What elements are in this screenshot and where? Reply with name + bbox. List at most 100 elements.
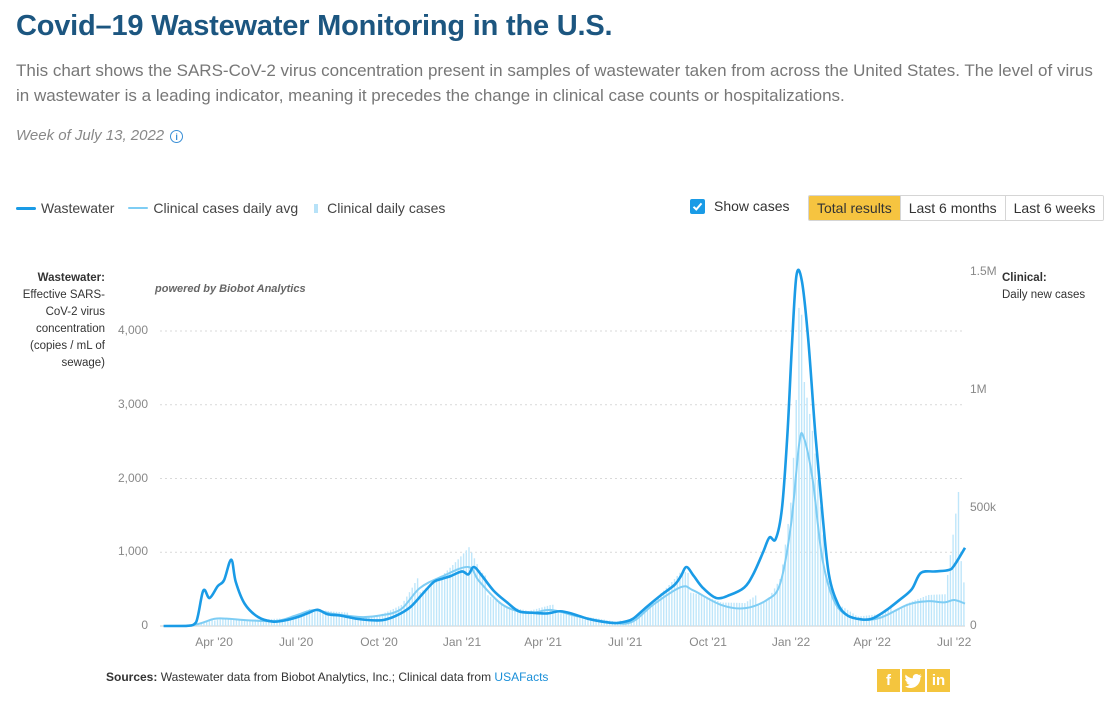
clinical-daily-bar <box>703 596 705 626</box>
clinical-daily-bar <box>873 614 876 626</box>
y-left-tick-label: 2,000 <box>117 470 148 485</box>
clinical-daily-bar <box>473 558 476 626</box>
clinical-daily-bar <box>506 606 508 626</box>
clinical-daily-bar <box>725 602 727 626</box>
clinical-daily-bar <box>800 314 803 626</box>
sources-label: Sources: <box>106 670 158 684</box>
legend-item-wastewater[interactable]: Wastewater <box>16 200 114 216</box>
clinical-daily-bar <box>676 575 678 626</box>
clinical-daily-bar <box>692 593 695 626</box>
clinical-daily-bar <box>730 602 733 626</box>
show-cases-checkbox[interactable] <box>690 198 705 214</box>
clinical-daily-bar <box>292 616 294 626</box>
clinical-daily-bar <box>652 601 654 626</box>
clinical-daily-bar <box>679 572 681 626</box>
clinical-daily-bar <box>803 382 806 626</box>
clinical-daily-bar <box>668 584 670 626</box>
clinical-daily-bar <box>955 513 957 626</box>
clinical-daily-bar <box>722 602 724 626</box>
clinical-daily-bar <box>230 619 232 626</box>
total-results-button[interactable]: Total results <box>809 196 900 220</box>
clinical-daily-bar <box>855 615 857 626</box>
clinical-daily-bar <box>760 603 762 626</box>
left-axis-heading: Wastewater: <box>37 272 105 284</box>
clinical-daily-bar <box>846 609 849 626</box>
clinical-daily-bar <box>690 592 692 626</box>
twitter-icon[interactable] <box>902 669 925 692</box>
clinical-daily-bar <box>557 612 559 626</box>
clinical-daily-bar <box>427 586 430 626</box>
clinical-daily-bar <box>798 307 800 626</box>
clinical-daily-bar <box>787 523 789 626</box>
clinical-daily-bar <box>481 572 484 626</box>
clinical-daily-bar <box>595 618 597 626</box>
last-6-weeks-button[interactable]: Last 6 weeks <box>1004 196 1104 220</box>
clinical-daily-bar <box>773 588 776 626</box>
clinical-daily-bar <box>414 583 416 626</box>
clinical-daily-bar <box>254 619 257 626</box>
legend-item-clinical-daily[interactable]: Clinical daily cases <box>312 200 445 216</box>
linkedin-icon[interactable]: in <box>927 669 950 692</box>
x-tick-label: Oct '21 <box>689 635 727 649</box>
clinical-daily-bar <box>425 588 427 626</box>
clinical-daily-bar <box>946 574 949 626</box>
clinical-daily-bar <box>514 607 516 626</box>
clinical-daily-bar <box>649 604 651 626</box>
x-tick-label: Jul '21 <box>607 635 643 649</box>
clinical-daily-bar <box>579 616 581 626</box>
clinical-daily-bar <box>495 600 497 626</box>
clinical-daily-bar <box>671 582 673 626</box>
clinical-daily-bar <box>503 606 505 626</box>
clinical-daily-bar <box>435 580 438 626</box>
show-cases-toggle[interactable]: Show cases <box>690 198 789 214</box>
y-right-tick-label: 1.5M <box>970 264 997 278</box>
clinical-daily-bar <box>654 598 657 626</box>
clinical-daily-bar <box>397 606 400 626</box>
clinical-daily-bar <box>665 587 668 626</box>
clinical-daily-bar <box>584 616 586 626</box>
x-tick-label: Jul '20 <box>278 635 314 649</box>
twitter-bird-shape <box>905 673 922 688</box>
checkmark-icon <box>692 202 703 211</box>
clinical-daily-bar <box>300 613 303 626</box>
clinical-daily-bar <box>714 599 716 626</box>
clinical-daily-bar <box>544 606 546 626</box>
clinical-daily-bar <box>763 602 765 626</box>
clinical-daily-bar <box>224 619 227 626</box>
clinical-daily-bar <box>419 592 422 626</box>
clinical-daily-bar <box>554 612 557 626</box>
last-6-months-button[interactable]: Last 6 months <box>899 196 1005 220</box>
clinical-daily-bar <box>592 617 595 626</box>
usafacts-link[interactable]: USAFacts <box>494 670 549 684</box>
clinical-daily-bar <box>457 559 459 626</box>
clinical-daily-bar <box>205 620 208 626</box>
clinical-daily-bar <box>746 601 749 626</box>
clinical-daily-bar <box>476 564 478 626</box>
facebook-icon[interactable]: f <box>877 669 900 692</box>
clinical-daily-bar <box>844 608 846 626</box>
legend-label-clinical-avg: Clinical cases daily avg <box>153 200 299 216</box>
clinical-daily-bar <box>768 597 770 626</box>
clinical-daily-bar <box>400 604 403 626</box>
clinical-daily-bar <box>587 617 589 626</box>
clinical-daily-bar <box>752 597 754 626</box>
clinical-daily-bar <box>892 612 895 626</box>
clinical-daily-bar <box>211 618 213 626</box>
clinical-daily-bar <box>857 616 860 626</box>
clinical-daily-bar <box>257 619 259 626</box>
clinical-daily-bar <box>765 600 768 626</box>
clinical-daily-bar <box>571 614 573 626</box>
clinical-daily-bar <box>238 619 240 626</box>
clinical-daily-bar <box>333 611 335 626</box>
info-icon[interactable]: i <box>170 130 184 143</box>
clinical-daily-bar <box>562 613 565 626</box>
clinical-daily-bar <box>925 595 927 626</box>
clinical-daily-bar <box>581 616 584 626</box>
clinical-daily-bar <box>492 598 495 626</box>
clinical-daily-bar <box>568 614 570 626</box>
clinical-daily-bar <box>511 607 513 626</box>
clinical-daily-bar <box>330 611 332 626</box>
clinical-daily-bar <box>541 607 543 626</box>
legend-item-clinical-avg[interactable]: Clinical cases daily avg <box>128 200 298 216</box>
clinical-daily-bar <box>519 609 522 626</box>
